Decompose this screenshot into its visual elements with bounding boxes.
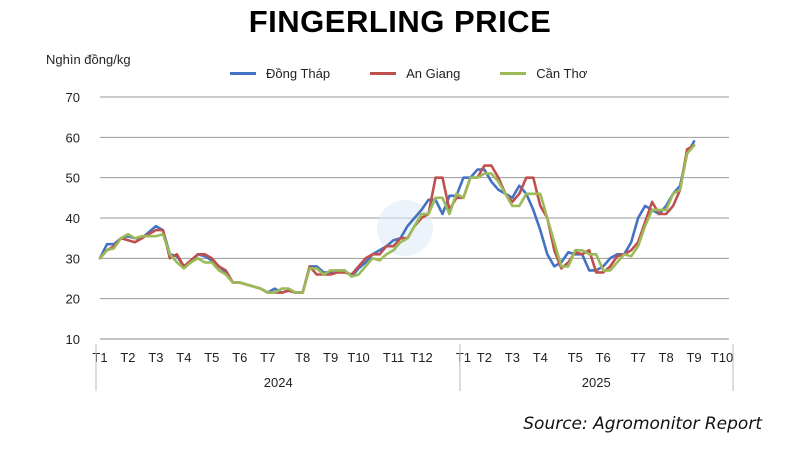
x-tick-label: T5 <box>568 350 583 365</box>
legend-item-an-giang: An Giang <box>370 66 460 81</box>
x-tick-label: T10 <box>347 350 369 365</box>
x-tick-label: T9 <box>686 350 701 365</box>
x-tick-label: T11 <box>383 350 404 365</box>
x-tick-label: T1 <box>456 350 471 365</box>
x-tick-label: T12 <box>410 350 432 365</box>
x-tick-label: T9 <box>323 350 338 365</box>
legend-item-can-tho: Cần Thơ <box>500 66 587 81</box>
legend-swatch-can-tho <box>500 72 527 75</box>
source-note: Source: Agromonitor Report <box>523 414 762 434</box>
legend-label-can-tho: Cần Thơ <box>536 66 588 81</box>
x-tick-label: T8 <box>295 350 310 365</box>
x-tick-label: T10 <box>711 350 733 365</box>
year-label: 2025 <box>582 375 611 390</box>
legend-label-an-giang: An Giang <box>406 66 461 81</box>
chart-title: FINGERLING PRICE <box>248 4 552 39</box>
x-tick-label: T2 <box>477 350 492 365</box>
x-tick-label: T6 <box>596 350 611 365</box>
legend-item-dong-thap: Đồng Tháp <box>230 66 330 81</box>
x-tick-label: T4 <box>176 350 191 365</box>
y-tick-label: 10 <box>66 332 80 347</box>
y-axis-unit-label: Nghìn đồng/kg <box>46 52 131 67</box>
y-tick-label: 40 <box>66 211 80 226</box>
y-tick-label: 70 <box>66 90 80 105</box>
series-line-can-tho <box>98 144 696 294</box>
legend-swatch-an-giang <box>370 72 397 75</box>
legend-swatch-dong-thap <box>230 72 256 75</box>
x-tick-label: T3 <box>505 350 520 365</box>
x-tick-label: T7 <box>260 350 275 365</box>
x-tick-label: T7 <box>631 350 646 365</box>
y-tick-label: 60 <box>66 130 80 145</box>
y-tick-label: 30 <box>66 251 80 266</box>
x-tick-label: T2 <box>120 350 135 365</box>
x-tick-label: T8 <box>659 350 674 365</box>
x-tick-label: T5 <box>204 350 219 365</box>
legend: Đồng Tháp An Giang Cần Thơ <box>230 66 587 81</box>
year-label: 2024 <box>264 375 293 390</box>
series-line-an-giang <box>98 144 696 294</box>
x-tick-label: T3 <box>148 350 163 365</box>
y-tick-label: 20 <box>66 292 80 307</box>
x-tick-label: T4 <box>533 350 548 365</box>
legend-label-dong-thap: Đồng Tháp <box>266 66 331 81</box>
x-tick-label: T1 <box>92 350 107 365</box>
y-tick-label: 50 <box>66 171 80 186</box>
x-tick-label: T6 <box>232 350 247 365</box>
